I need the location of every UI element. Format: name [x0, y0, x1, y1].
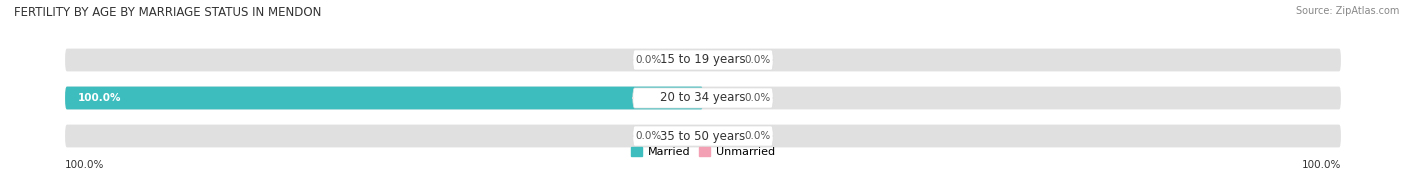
FancyBboxPatch shape — [633, 88, 773, 108]
Text: 20 to 34 years: 20 to 34 years — [661, 92, 745, 104]
Text: 15 to 19 years: 15 to 19 years — [661, 54, 745, 66]
Text: 100.0%: 100.0% — [65, 160, 104, 170]
FancyBboxPatch shape — [703, 50, 735, 70]
FancyBboxPatch shape — [65, 125, 1341, 147]
FancyBboxPatch shape — [671, 50, 703, 70]
FancyBboxPatch shape — [65, 49, 1341, 71]
Text: 100.0%: 100.0% — [77, 93, 121, 103]
Text: 35 to 50 years: 35 to 50 years — [661, 130, 745, 142]
Text: 0.0%: 0.0% — [636, 131, 662, 141]
FancyBboxPatch shape — [703, 88, 735, 108]
FancyBboxPatch shape — [65, 87, 1341, 109]
FancyBboxPatch shape — [671, 126, 703, 146]
Text: 0.0%: 0.0% — [744, 131, 770, 141]
Text: 0.0%: 0.0% — [744, 55, 770, 65]
FancyBboxPatch shape — [703, 126, 735, 146]
Text: FERTILITY BY AGE BY MARRIAGE STATUS IN MENDON: FERTILITY BY AGE BY MARRIAGE STATUS IN M… — [14, 6, 322, 19]
Text: 100.0%: 100.0% — [1302, 160, 1341, 170]
FancyBboxPatch shape — [633, 126, 773, 146]
Text: 0.0%: 0.0% — [636, 55, 662, 65]
Text: 0.0%: 0.0% — [744, 93, 770, 103]
FancyBboxPatch shape — [633, 50, 773, 70]
FancyBboxPatch shape — [65, 87, 703, 109]
Text: Source: ZipAtlas.com: Source: ZipAtlas.com — [1295, 6, 1399, 16]
Legend: Married, Unmarried: Married, Unmarried — [627, 142, 779, 162]
